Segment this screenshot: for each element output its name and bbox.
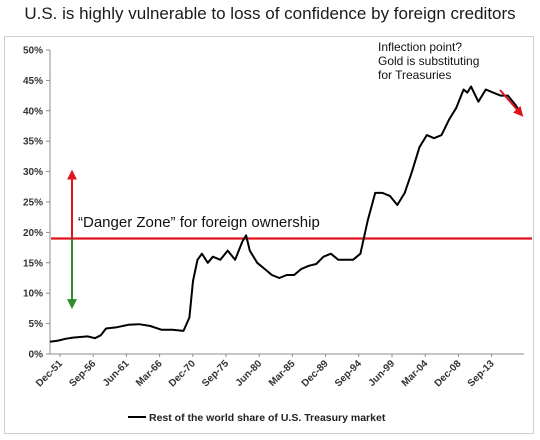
chart-title: U.S. is highly vulnerable to loss of con…	[24, 4, 516, 23]
x-tick-label: Dec-70	[167, 358, 198, 389]
x-tick-label: Sep-75	[200, 358, 231, 389]
x-tick-label: Mar-66	[134, 358, 165, 389]
chart-frame	[4, 36, 534, 434]
y-tick-label: 30%	[23, 167, 43, 178]
chart-axes	[49, 50, 524, 355]
arrow-group	[67, 89, 524, 310]
y-tick-label: 15%	[23, 258, 43, 269]
x-tick-label: Jun-80	[234, 358, 265, 389]
x-tick-label: Dec-51	[34, 358, 65, 389]
y-tick-label: 35%	[23, 137, 43, 148]
y-axis-ticks: 0% 5% 10% 15% 20% 25% 30% 35% 40% 45% 50%	[23, 46, 50, 361]
inflection-annotation-line: for Treasuries	[378, 68, 451, 82]
y-tick-label: 10%	[23, 289, 43, 300]
x-tick-label: Jun-61	[101, 358, 132, 389]
series-lines	[49, 85, 523, 343]
y-tick-label: 20%	[23, 228, 43, 239]
trend-arrow	[499, 89, 524, 117]
y-tick-label: 50%	[23, 46, 43, 57]
x-tick-label: Sep-56	[67, 358, 98, 389]
x-tick-label: Dec-89	[300, 358, 331, 389]
x-tick-label: Dec-08	[433, 358, 464, 389]
danger-zone-label: “Danger Zone” for foreign ownership	[78, 214, 320, 231]
x-tick-label: Mar-85	[267, 358, 298, 389]
y-tick-label: 5%	[29, 319, 44, 330]
x-tick-label: Mar-04	[400, 358, 431, 389]
x-tick-label: Jun-99	[367, 358, 398, 389]
legend: Rest of the world share of U.S. Treasury…	[128, 412, 386, 424]
y-tick-label: 25%	[23, 198, 43, 209]
y-tick-label: 0%	[29, 350, 44, 361]
inflection-annotation-line: Inflection point?	[378, 40, 462, 54]
inflection-annotation-line: Gold is substituting	[378, 54, 479, 68]
annotations: “Danger Zone” for foreign ownership Infle…	[78, 40, 479, 231]
x-axis-ticks: Dec-51 Sep-56 Jun-61 Mar-66 Dec-70 Sep-75 Jun-…	[34, 354, 497, 389]
y-tick-label: 40%	[23, 106, 43, 117]
x-tick-label: Sep-94	[333, 358, 364, 389]
x-tick-label: Sep-13	[466, 358, 497, 389]
series-line	[49, 85, 523, 343]
legend-label: Rest of the world share of U.S. Treasury…	[149, 412, 386, 424]
y-tick-label: 45%	[23, 76, 43, 87]
